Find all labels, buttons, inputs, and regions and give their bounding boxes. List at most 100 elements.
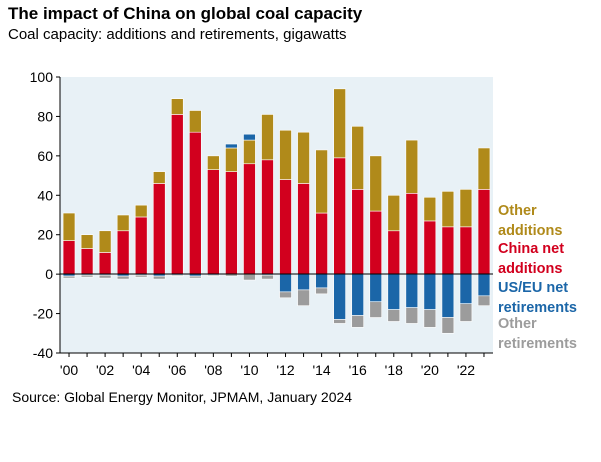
bar-other-retirements-2010 — [243, 273, 256, 281]
bar-other-additions-2003 — [116, 214, 130, 232]
bar-china-net-additions-2007 — [189, 131, 202, 275]
bar-china-net-additions-2000 — [62, 240, 76, 275]
legend-other-retirements: Other retirements — [498, 316, 577, 352]
bar-china-net-additions-2011 — [261, 159, 274, 275]
bar-other-retirements-2008 — [207, 274, 220, 277]
bar-china-net-additions-2008 — [207, 169, 220, 275]
bar-china-net-additions-2009 — [225, 171, 238, 275]
y-tick-label: 0 — [45, 266, 53, 282]
bar-us-eu-net-retirements-2018 — [387, 273, 401, 310]
bar-us-eu-net-retirements-2016 — [351, 273, 364, 316]
bar-other-retirements-2012 — [279, 291, 292, 299]
bar-other-retirements-2003 — [116, 275, 130, 280]
bar-other-additions-2022 — [459, 189, 473, 228]
legend-other-additions: Other additions — [498, 203, 562, 239]
y-axis: -40 -20 0 20 40 60 80 100 — [30, 69, 60, 361]
x-tick-label: '18 — [385, 362, 403, 378]
bar-china-net-additions-2017 — [369, 210, 382, 275]
bar-other-retirements-2013 — [297, 289, 310, 306]
bar-us-eu-net-retirements-2019 — [405, 273, 419, 308]
y-tick-label: 60 — [37, 148, 53, 164]
bar-us-eu-net-retirements-2010 — [243, 133, 256, 141]
bar-other-additions-2014 — [315, 149, 328, 214]
bar-other-additions-2017 — [369, 155, 382, 212]
bar-other-retirements-2015 — [333, 319, 346, 324]
bar-other-additions-2013 — [297, 131, 310, 184]
bar-other-additions-2004 — [134, 204, 148, 218]
bar-other-additions-2000 — [62, 212, 76, 241]
bar-other-additions-2020 — [423, 196, 437, 222]
bar-other-additions-2018 — [387, 194, 401, 232]
bar-us-eu-net-retirements-2023 — [477, 273, 491, 297]
source-note: Source: Global Energy Monitor, JPMAM, Ja… — [12, 389, 353, 405]
bar-other-retirements-2004 — [134, 274, 148, 278]
x-tick-label: '10 — [240, 362, 258, 378]
y-tick-label: 80 — [37, 108, 53, 124]
bar-other-additions-2009 — [225, 147, 238, 172]
bar-other-retirements-2007 — [189, 275, 202, 279]
bar-china-net-additions-2019 — [405, 193, 419, 275]
bar-other-retirements-2021 — [441, 317, 455, 334]
x-tick-label: '14 — [312, 362, 330, 378]
bar-other-retirements-2019 — [405, 307, 419, 324]
bar-us-eu-net-retirements-2014 — [315, 273, 328, 289]
bar-us-eu-net-retirements-2012 — [279, 273, 292, 293]
bar-china-net-additions-2003 — [116, 230, 130, 275]
bar-us-eu-net-retirements-2022 — [459, 273, 473, 305]
legend-china-net-additions: China net additions — [498, 241, 564, 277]
bar-china-net-additions-2023 — [477, 189, 491, 275]
bar-us-eu-net-retirements-2021 — [441, 273, 455, 318]
x-tick-label: '22 — [457, 362, 475, 378]
bar-us-eu-net-retirements-2009 — [225, 143, 238, 149]
y-tick-label: 20 — [37, 227, 53, 243]
bar-other-additions-2008 — [207, 155, 220, 170]
x-tick-label: '00 — [60, 362, 78, 378]
bar-other-retirements-2006 — [171, 274, 184, 277]
bar-china-net-additions-2012 — [279, 179, 292, 275]
chart-title: The impact of China on global coal capac… — [8, 4, 363, 23]
bar-other-additions-2023 — [477, 147, 491, 190]
bar-other-retirements-2017 — [369, 301, 382, 318]
bar-other-retirements-2018 — [387, 309, 401, 322]
bar-china-net-additions-2014 — [315, 212, 328, 275]
bar-other-additions-2015 — [333, 88, 346, 159]
bar-other-additions-2010 — [243, 139, 256, 165]
bar-other-additions-2006 — [171, 98, 184, 115]
bar-other-retirements-2005 — [152, 275, 166, 280]
x-tick-label: '20 — [421, 362, 439, 378]
plot-background — [60, 77, 493, 353]
bar-other-additions-2019 — [405, 139, 419, 194]
bar-other-retirements-2020 — [423, 309, 437, 328]
x-tick-label: '16 — [349, 362, 367, 378]
bar-china-net-additions-2021 — [441, 226, 455, 275]
bar-china-net-additions-2006 — [171, 114, 184, 275]
bar-other-retirements-2023 — [477, 295, 491, 306]
bar-other-additions-2005 — [152, 171, 166, 184]
bar-us-eu-net-retirements-2015 — [333, 273, 346, 320]
bar-other-retirements-2002 — [98, 274, 112, 279]
x-tick-label: '04 — [132, 362, 150, 378]
y-tick-label: -40 — [33, 345, 53, 361]
bar-other-additions-2011 — [261, 114, 274, 161]
bar-china-net-additions-2001 — [80, 248, 94, 275]
bar-other-additions-2012 — [279, 129, 292, 180]
bars-group — [62, 88, 491, 334]
bar-china-net-additions-2022 — [459, 226, 473, 275]
bar-other-additions-2016 — [351, 125, 364, 190]
x-tick-label: '12 — [276, 362, 294, 378]
bar-china-net-additions-2020 — [423, 220, 437, 275]
bar-other-retirements-2011 — [261, 274, 274, 280]
bar-other-retirements-2022 — [459, 303, 473, 322]
x-tick-label: '02 — [96, 362, 114, 378]
legend-us-eu-net-retirements: US/EU net retirements — [498, 280, 577, 316]
y-tick-label: -20 — [33, 306, 53, 322]
legend: Other additions China net additions US/EU … — [498, 203, 577, 352]
bar-china-net-additions-2015 — [333, 157, 346, 275]
bar-us-eu-net-retirements-2020 — [423, 273, 437, 310]
bar-china-net-additions-2016 — [351, 189, 364, 275]
x-axis: '00 '02 '04 '06 '08 '10 '12 '14 '16 '18 '20 '22 — [60, 353, 485, 378]
bar-other-additions-2002 — [98, 230, 112, 253]
bar-us-eu-net-retirements-2017 — [369, 273, 382, 303]
x-tick-label: '06 — [168, 362, 186, 378]
